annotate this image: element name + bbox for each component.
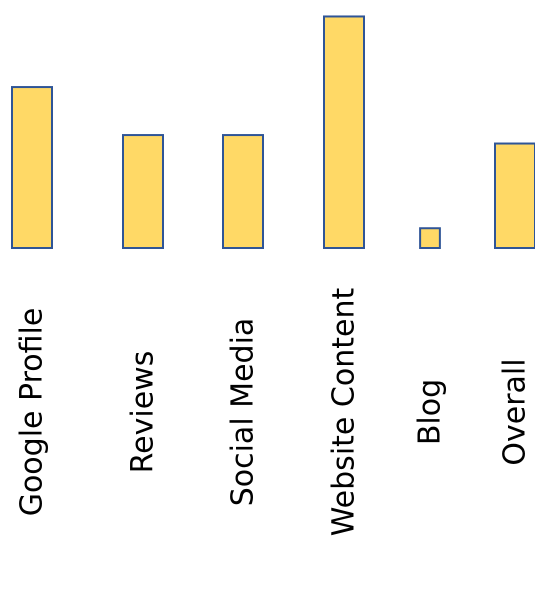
bar-website-content: [323, 15, 365, 250]
category-label-overall: Overall: [498, 358, 533, 465]
category-label-reviews: Reviews: [126, 351, 161, 474]
category-label-google-profile: Google Profile: [15, 308, 50, 517]
category-label-social-media: Social Media: [226, 318, 261, 507]
bar-blog: [419, 227, 441, 249]
bar-google-profile: [11, 86, 53, 249]
bar-social-media: [222, 134, 264, 249]
category-label-blog: Blog: [413, 379, 448, 445]
category-label-website-content: Website Content: [327, 288, 362, 537]
bar-reviews: [122, 134, 164, 249]
bar-overall: [494, 142, 535, 250]
category-labels-group: Google Profile Reviews Social Media Website…: [15, 288, 533, 537]
bars-group: [11, 15, 535, 250]
